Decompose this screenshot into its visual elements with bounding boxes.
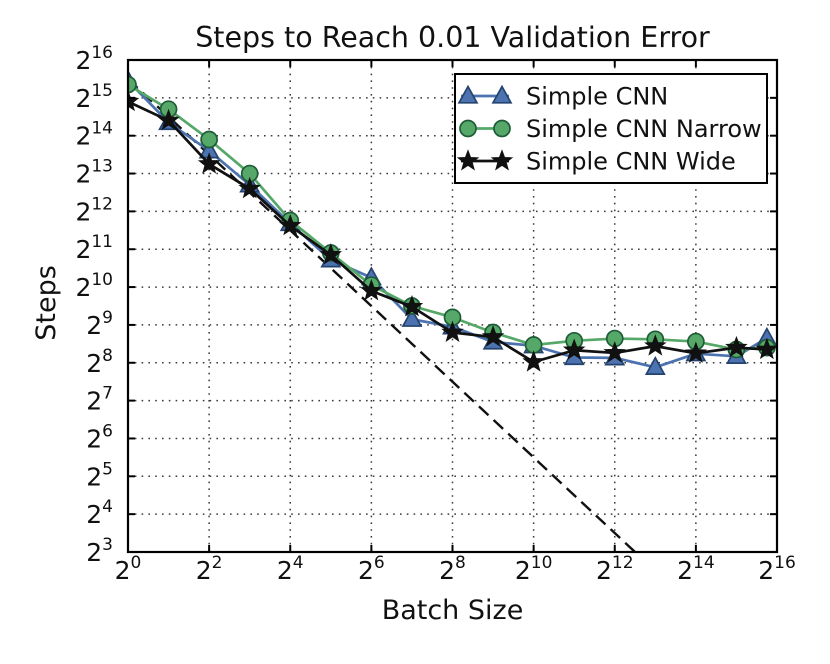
star-marker bbox=[319, 243, 343, 265]
triangle-marker bbox=[457, 84, 479, 104]
star-marker bbox=[481, 325, 505, 347]
star-marker bbox=[279, 213, 302, 236]
plot-area bbox=[128, 69, 777, 552]
y-tick-label: 210 bbox=[75, 270, 113, 302]
x-tick-label: 20 bbox=[115, 553, 142, 585]
y-tick-label: 23 bbox=[86, 535, 113, 567]
y-tick-label: 24 bbox=[86, 497, 113, 529]
star-marker bbox=[360, 279, 383, 301]
star-marker bbox=[755, 337, 777, 360]
y-tick-label: 213 bbox=[75, 157, 113, 189]
circle-marker bbox=[200, 130, 218, 149]
star-marker bbox=[441, 320, 464, 343]
triangle-marker bbox=[401, 307, 423, 327]
x-tick-label: 210 bbox=[515, 553, 553, 585]
star-marker bbox=[603, 341, 626, 363]
legend: Simple CNN Simple CNN Narrow Simple CNN Wi… bbox=[454, 73, 768, 184]
legend-label: Simple CNN bbox=[526, 83, 668, 111]
x-tick-label: 216 bbox=[758, 553, 796, 585]
star-marker bbox=[684, 341, 708, 363]
y-tick-label: 27 bbox=[86, 384, 113, 416]
tick-marks bbox=[127, 59, 778, 553]
x-tick-label: 26 bbox=[358, 553, 385, 585]
triangle-marker bbox=[644, 356, 666, 375]
star-marker bbox=[128, 89, 140, 112]
x-tick-label: 214 bbox=[677, 553, 715, 585]
y-tick-label: 28 bbox=[86, 346, 113, 378]
legend-item-simple-cnn-narrow: Simple CNN Narrow bbox=[459, 115, 762, 143]
series-markers-simple-cnn-wide bbox=[128, 89, 777, 372]
y-tick-label: 211 bbox=[75, 232, 113, 264]
star-marker bbox=[456, 149, 480, 171]
perfect-scaling-dashed-line bbox=[128, 78, 636, 552]
legend-label: Simple CNN Wide bbox=[526, 148, 736, 176]
x-tick-label: 22 bbox=[196, 553, 223, 585]
star-marker bbox=[490, 149, 514, 171]
y-tick-label: 29 bbox=[86, 308, 113, 340]
legend-item-simple-cnn-wide: Simple CNN Wide bbox=[456, 148, 736, 176]
y-tick-label: 216 bbox=[75, 43, 113, 75]
x-tick-label: 212 bbox=[596, 553, 634, 585]
circle-marker bbox=[493, 119, 511, 138]
star-marker bbox=[238, 176, 261, 199]
y-axis-label: Steps bbox=[31, 265, 62, 341]
circle-marker bbox=[459, 119, 477, 138]
x-axis-label: Batch Size bbox=[382, 595, 524, 626]
y-tick-label: 212 bbox=[75, 194, 113, 226]
legend-label: Simple CNN Narrow bbox=[526, 115, 762, 143]
star-marker bbox=[562, 338, 586, 360]
y-tick-label: 25 bbox=[86, 459, 113, 491]
star-marker bbox=[644, 334, 667, 356]
x-tick-label: 28 bbox=[439, 553, 466, 585]
chart-title: Steps to Reach 0.01 Validation Error bbox=[195, 21, 710, 54]
star-marker bbox=[157, 108, 180, 131]
star-marker bbox=[400, 294, 424, 317]
y-tick-labels: 23 24 25 26 27 28 29 210 211 212 213 214 215 216 bbox=[75, 43, 113, 567]
y-tick-label: 215 bbox=[75, 81, 113, 113]
x-tick-label: 24 bbox=[277, 553, 304, 585]
legend-item-simple-cnn: Simple CNN bbox=[457, 83, 668, 111]
y-tick-label: 26 bbox=[86, 421, 113, 453]
star-marker bbox=[725, 335, 748, 358]
star-marker bbox=[522, 350, 545, 372]
y-tick-label: 214 bbox=[75, 119, 113, 151]
series-simple-cnn-wide bbox=[128, 89, 777, 372]
triangle-marker bbox=[491, 84, 513, 104]
star-marker bbox=[197, 152, 221, 174]
x-tick-labels: 20 22 24 26 28 210 212 214 216 bbox=[115, 553, 796, 585]
circle-marker bbox=[128, 75, 137, 94]
